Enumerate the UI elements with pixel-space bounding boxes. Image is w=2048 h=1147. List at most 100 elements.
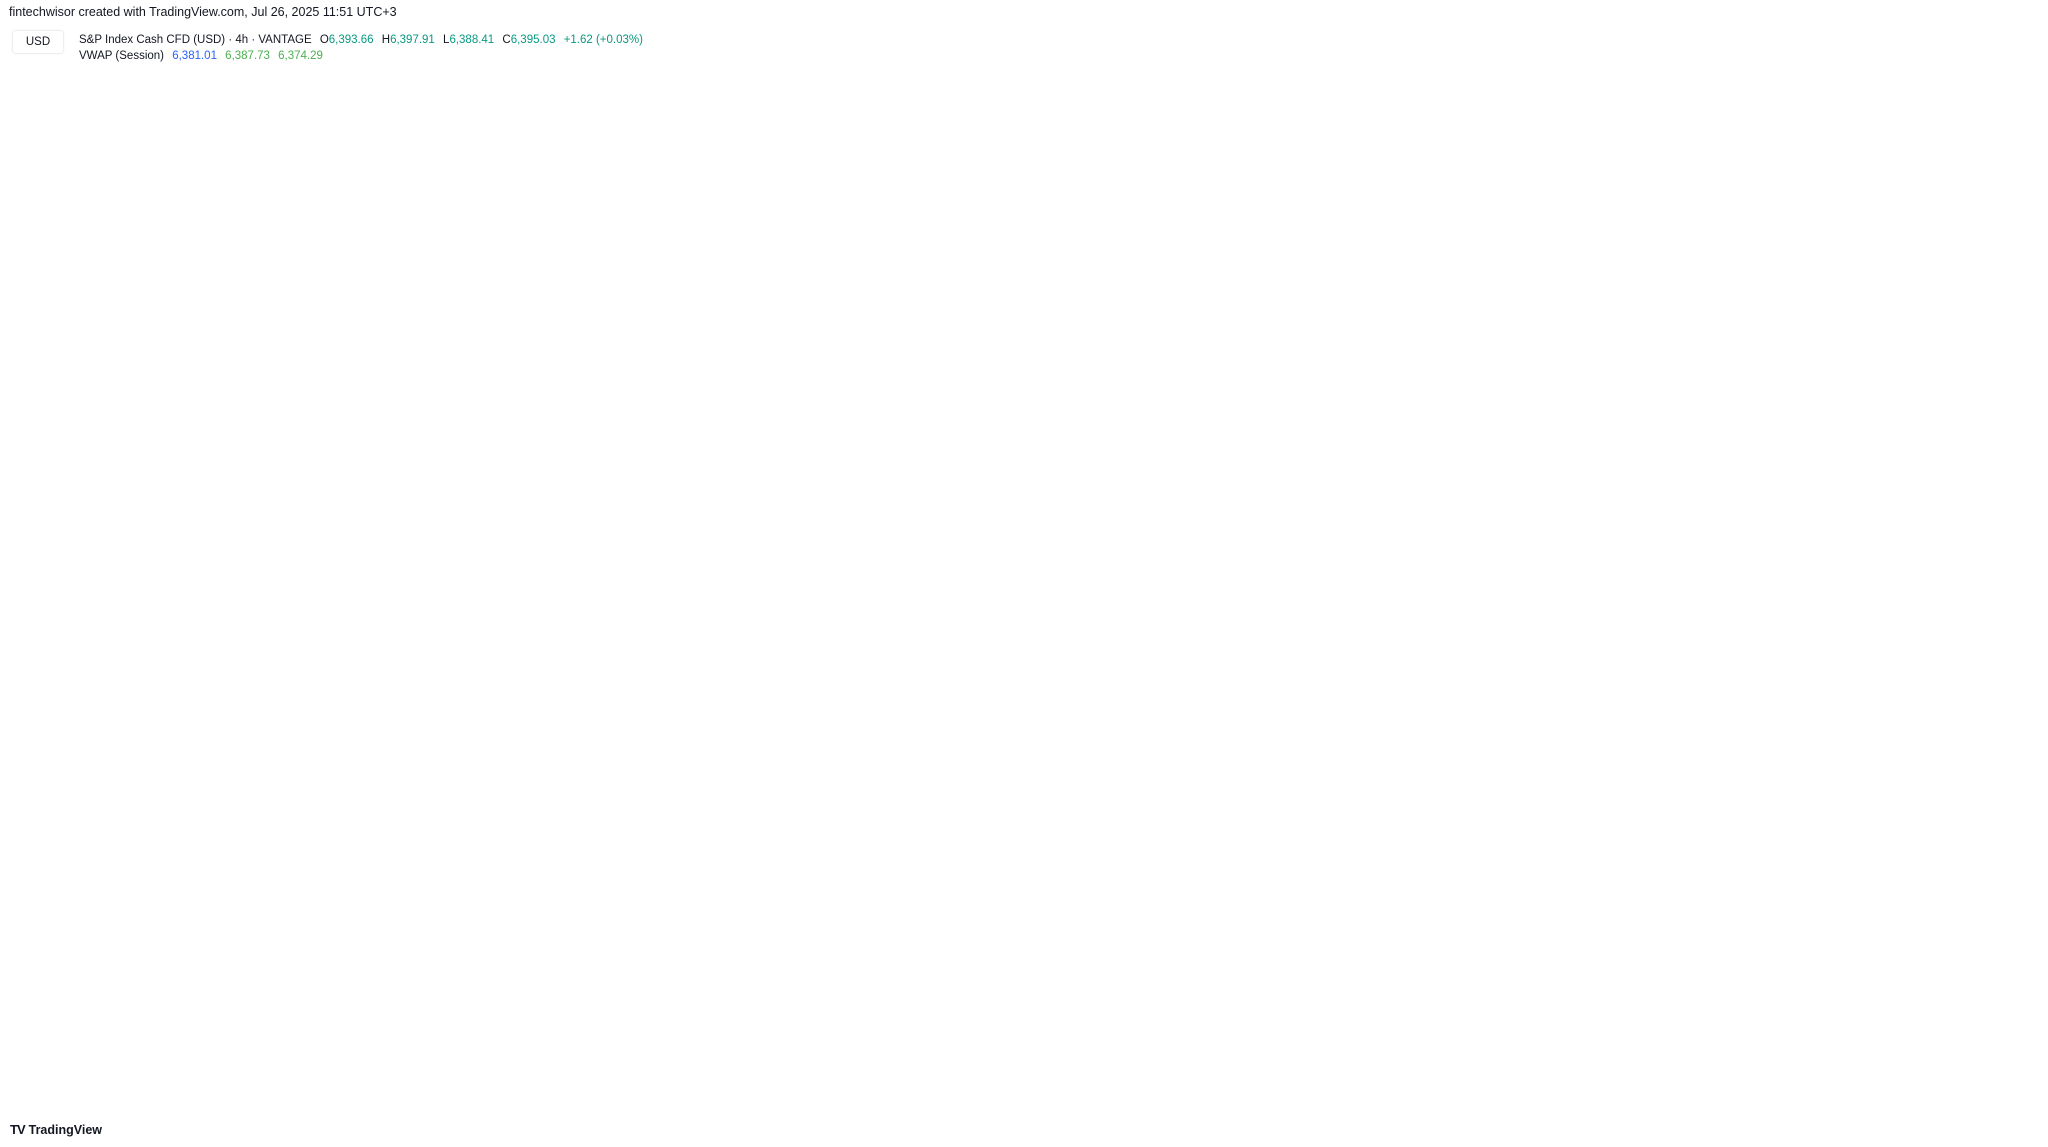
candle	[475, 746, 491, 791]
candle	[1533, 490, 1550, 545]
candle-body	[78, 763, 94, 766]
lightning-icon-ring[interactable]	[2016, 1065, 2036, 1085]
candle	[1357, 572, 1373, 626]
time-tick-label: 23	[1645, 1093, 1659, 1107]
close-value: 6,395.03	[510, 34, 556, 46]
highlight-circle[interactable]	[1451, 412, 1591, 551]
candle	[717, 831, 734, 906]
candle	[1709, 375, 1726, 472]
price-tick-label: 6,320.00	[16, 471, 63, 485]
candle	[607, 689, 623, 749]
price-tick-label: 6,390.00	[16, 158, 63, 172]
candle-body	[805, 698, 822, 791]
candle	[519, 694, 535, 757]
price-tick-label: 6,330.00	[16, 427, 63, 441]
candle	[739, 854, 756, 902]
brand-name: TradingView	[28, 1122, 103, 1137]
lightning-icon[interactable]	[2023, 1068, 2030, 1082]
candle-body	[1952, 209, 1969, 235]
price-tick-label: 6,350.00	[16, 337, 63, 351]
candle-body	[982, 835, 998, 850]
candle-body	[1776, 250, 1792, 253]
annotation-text[interactable]: Возврат к VWAP — намёк на скрытую разгру…	[1149, 400, 1713, 420]
vwap-line	[85, 204, 2027, 890]
candle	[276, 802, 293, 919]
highlight-rectangle[interactable]	[1650, 213, 1785, 626]
candle	[1621, 479, 1638, 541]
ohlc-high: H6,397.91	[382, 34, 435, 46]
candle	[386, 677, 403, 848]
candle-body	[1996, 151, 2013, 238]
candle-body	[1665, 435, 1682, 447]
candle-body	[673, 710, 690, 760]
candle	[2018, 129, 2035, 173]
chart-credit: fintechwisor created with TradingView.co…	[9, 5, 397, 19]
indicator-title[interactable]: VWAP (Session)	[79, 50, 164, 62]
price-tick-label: 6,210.00	[16, 963, 63, 977]
candle-body	[916, 588, 932, 657]
candle-body	[342, 887, 359, 900]
candle-body	[1158, 703, 1175, 731]
candle-body	[894, 587, 910, 607]
candle-body	[364, 834, 381, 900]
candle-body	[1114, 737, 1131, 775]
price-label-text: 6,374.29	[75, 231, 120, 243]
candle-body	[849, 622, 866, 702]
price-tick-label: 6,220.00	[16, 919, 63, 933]
candle-body	[1268, 487, 1285, 532]
candle	[1555, 509, 1572, 562]
candle	[254, 811, 271, 872]
currency-button[interactable]: USD	[12, 30, 64, 54]
symbol-legend: S&P Index Cash CFD (USD) · 4h · VANTAGE …	[79, 32, 648, 48]
time-tick-label: 11	[587, 1093, 600, 1107]
candle	[188, 852, 205, 954]
candle-body	[1864, 227, 1880, 237]
candle-body	[298, 844, 315, 877]
price-change: +1.62 (+0.03%)	[563, 34, 643, 46]
annotation-text[interactable]: Цена уверенно выше VWAP — сигнал силы по…	[1389, 200, 1946, 220]
candle	[1092, 701, 1109, 788]
time-tick-label: 13:00	[1041, 1093, 1071, 1107]
price-tick-label: 6,360.00	[16, 292, 63, 306]
candle-body	[761, 817, 778, 900]
time-tick-label: 22	[1513, 1093, 1527, 1107]
candle	[1114, 736, 1131, 783]
candle	[1379, 529, 1395, 594]
candle	[894, 584, 910, 627]
candle-body	[629, 731, 646, 830]
candle	[761, 815, 778, 920]
price-tick-label: 6,260.00	[16, 740, 63, 754]
candle-body	[1070, 770, 1087, 822]
candle	[1246, 505, 1263, 559]
candle	[1577, 524, 1594, 638]
symbol-title[interactable]: S&P Index Cash CFD (USD) · 4h · VANTAGE	[79, 34, 312, 46]
candle-body	[1555, 537, 1572, 554]
tradingview-logo[interactable]: TV TradingView	[10, 1122, 102, 1137]
candle-body	[2018, 142, 2035, 149]
candle	[166, 853, 182, 996]
candle	[1643, 445, 1660, 512]
time-tick-label: 13:00	[1306, 1093, 1336, 1107]
price-tick-label: 6,270.00	[16, 695, 63, 709]
open-label: O	[319, 34, 329, 46]
price-tick-label: 6,280.00	[16, 650, 63, 664]
price-label-text: 6,381.01	[75, 200, 120, 212]
candle	[563, 585, 579, 661]
candle	[1290, 481, 1307, 536]
candle-body	[1180, 654, 1197, 706]
candle	[805, 685, 822, 817]
candle	[497, 737, 513, 800]
candle	[1599, 498, 1616, 636]
time-tick-label: 13:00	[512, 1093, 542, 1107]
candle-body	[166, 898, 182, 920]
candle-body	[872, 605, 888, 623]
candle-body	[1731, 352, 1748, 466]
candle	[1268, 482, 1285, 541]
candle-body	[1136, 730, 1153, 775]
candle	[232, 799, 249, 855]
lower-band-value: 6,374.29	[278, 50, 323, 62]
candle	[872, 592, 888, 704]
candle-body	[1467, 414, 1483, 441]
candle-body	[1048, 821, 1064, 834]
